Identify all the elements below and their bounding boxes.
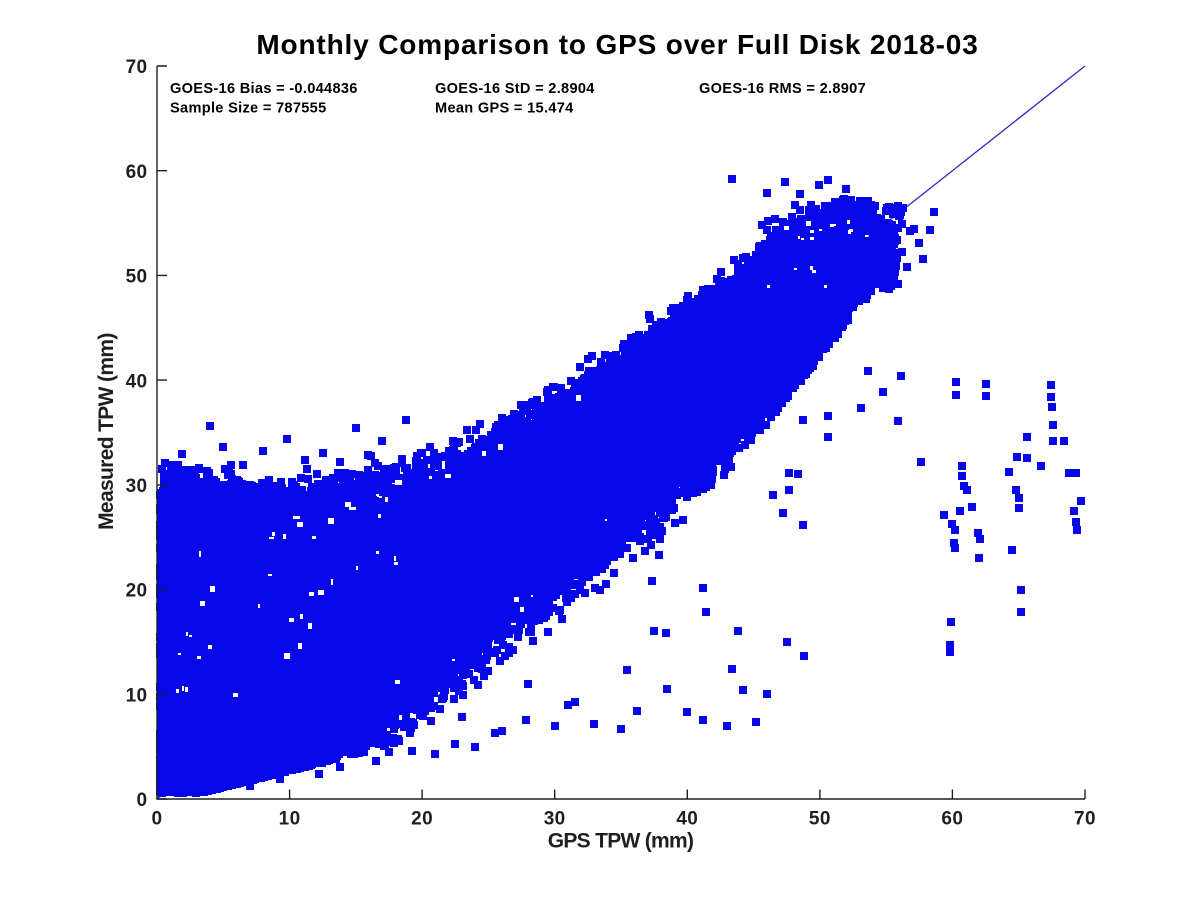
svg-text:30: 30 (126, 476, 148, 497)
svg-text:20: 20 (411, 809, 433, 830)
svg-text:50: 50 (809, 809, 831, 830)
svg-text:30: 30 (544, 809, 566, 830)
svg-text:Monthly Comparison to GPS over: Monthly Comparison to GPS over Full Disk… (256, 29, 978, 60)
svg-text:GOES-16 StD = 2.8904: GOES-16 StD = 2.8904 (435, 81, 595, 97)
svg-text:Sample Size = 787555: Sample Size = 787555 (170, 100, 327, 116)
svg-text:40: 40 (126, 371, 148, 392)
svg-text:GPS TPW (mm): GPS TPW (mm) (548, 830, 694, 853)
svg-text:0: 0 (152, 809, 163, 830)
svg-text:20: 20 (126, 581, 148, 602)
svg-text:0: 0 (137, 790, 148, 811)
svg-text:60: 60 (126, 162, 148, 183)
svg-text:60: 60 (941, 809, 963, 830)
svg-text:Measured TPW (mm): Measured TPW (mm) (95, 333, 118, 530)
svg-text:GOES-16 RMS = 2.8907: GOES-16 RMS = 2.8907 (699, 81, 866, 97)
svg-text:Mean GPS = 15.474: Mean GPS = 15.474 (435, 100, 574, 116)
svg-text:GOES-16 Bias = -0.044836: GOES-16 Bias = -0.044836 (170, 81, 358, 97)
svg-text:70: 70 (126, 57, 148, 78)
svg-text:10: 10 (126, 685, 148, 706)
svg-text:10: 10 (279, 809, 301, 830)
svg-text:70: 70 (1074, 809, 1096, 830)
svg-text:40: 40 (676, 809, 698, 830)
svg-text:50: 50 (126, 267, 148, 288)
